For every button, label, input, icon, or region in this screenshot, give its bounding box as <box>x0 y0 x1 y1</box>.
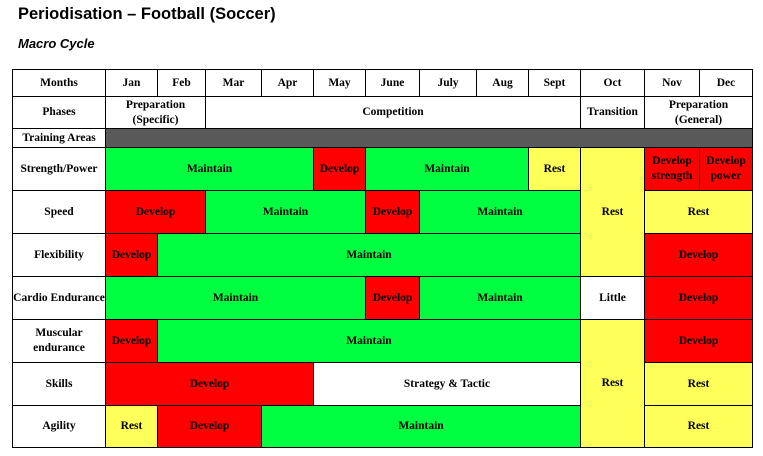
cell-develop: Develop <box>105 190 206 234</box>
row-label-speed: Speed <box>12 190 106 234</box>
row-cardio-endurance: Cardio Endurance Maintain Develop Mainta… <box>12 276 753 320</box>
cell-rest: Rest <box>528 147 581 191</box>
row-label-muscular-endurance: Muscular endurance <box>12 319 106 363</box>
cell-rest: Rest <box>644 362 753 406</box>
cell-maintain: Maintain <box>419 190 581 234</box>
month-cell: May <box>313 69 366 97</box>
cell-develop: Develop <box>105 233 158 277</box>
row-flexibility: Flexibility Develop Maintain Develop <box>12 233 753 277</box>
row-label-flexibility: Flexibility <box>12 233 106 277</box>
cell-develop: Develop <box>365 190 420 234</box>
cell-develop: Develop <box>644 233 753 277</box>
row-label-strength-power: Strength/Power <box>12 147 106 191</box>
cell-develop: Develop <box>644 319 753 363</box>
cell-maintain: Maintain <box>105 147 314 191</box>
cell-develop-strength: Develop strength <box>644 147 700 191</box>
month-cell: Aug <box>476 69 529 97</box>
cell-rest: Rest <box>644 405 753 448</box>
phase-preparation-specific: Preparation (Specific) <box>105 96 206 129</box>
cell-maintain: Maintain <box>419 276 581 320</box>
row-skills: Skills Develop Strategy & Tactic Rest <box>12 362 753 406</box>
cell-strategy-tactic: Strategy & Tactic <box>313 362 581 406</box>
phases-label: Phases <box>12 96 106 129</box>
months-label: Months <box>12 69 106 97</box>
row-agility: Agility Rest Develop Maintain Rest <box>12 405 753 448</box>
cell-maintain: Maintain <box>105 276 366 320</box>
cell-maintain: Maintain <box>157 233 581 277</box>
cell-rest: Rest <box>644 190 753 234</box>
cell-develop: Develop <box>313 147 366 191</box>
training-areas-label: Training Areas <box>12 128 106 148</box>
cell-maintain: Maintain <box>365 147 529 191</box>
phases-row: Phases Preparation (Specific) Competitio… <box>12 96 753 129</box>
phase-transition: Transition <box>580 96 645 129</box>
month-cell: June <box>365 69 420 97</box>
cell-oct-rest-skills: Rest <box>580 319 645 448</box>
cell-maintain: Maintain <box>157 319 581 363</box>
month-cell: Sept <box>528 69 581 97</box>
cell-maintain: Maintain <box>205 190 366 234</box>
row-strength-power: Strength/Power Maintain Develop Maintain… <box>12 147 753 277</box>
month-cell: Nov <box>644 69 700 97</box>
month-cell: Jan <box>105 69 158 97</box>
cell-little: Little <box>580 276 645 320</box>
month-cell: Oct <box>580 69 645 97</box>
training-areas-row: Training Areas <box>12 128 753 148</box>
cell-maintain: Maintain <box>261 405 581 448</box>
cell-rest: Rest <box>105 405 158 448</box>
cell-develop: Develop <box>157 405 262 448</box>
row-label-cardio-endurance: Cardio Endurance <box>12 276 106 320</box>
page-title: Periodisation – Football (Soccer) <box>18 5 276 23</box>
phase-competition: Competition <box>205 96 581 129</box>
month-cell: July <box>419 69 477 97</box>
cell-develop-power: Develop power <box>699 147 753 191</box>
row-label-agility: Agility <box>12 405 106 448</box>
cell-develop: Develop <box>105 362 314 406</box>
cell-develop: Develop <box>105 319 158 363</box>
training-areas-bar <box>105 128 753 148</box>
row-muscular-endurance: Muscular endurance Develop Maintain Rest… <box>12 319 753 448</box>
row-label-skills: Skills <box>12 362 106 406</box>
month-cell: Feb <box>157 69 206 97</box>
month-cell: Dec <box>699 69 753 97</box>
months-row: Months Jan Feb Mar Apr May June July Aug… <box>12 69 753 97</box>
month-cell: Apr <box>261 69 314 97</box>
cell-develop: Develop <box>365 276 420 320</box>
row-speed: Speed Develop Maintain Develop Maintain … <box>12 190 753 234</box>
month-cell: Mar <box>205 69 262 97</box>
page-subtitle: Macro Cycle <box>18 36 95 51</box>
cell-oct-rest-speed: Rest <box>580 147 645 277</box>
phase-preparation-general: Preparation (General) <box>644 96 753 129</box>
cell-develop: Develop <box>644 276 753 320</box>
periodisation-table: Months Jan Feb Mar Apr May June July Aug… <box>12 69 753 448</box>
